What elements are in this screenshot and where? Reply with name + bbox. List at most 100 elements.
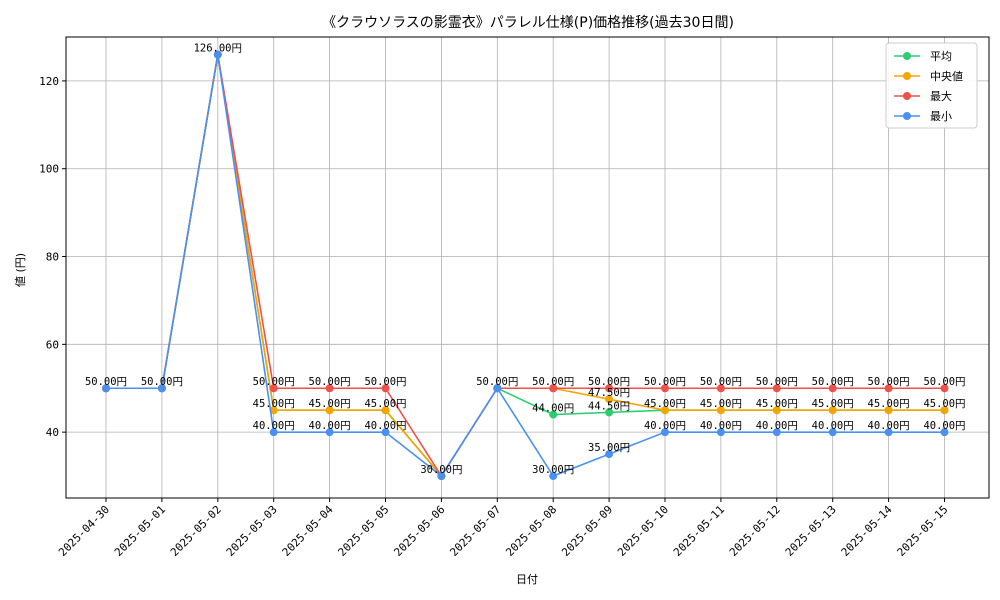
- data-label: 126.00円: [194, 43, 242, 55]
- data-label: 50.00円: [756, 376, 798, 388]
- data-label: 40.00円: [253, 420, 295, 432]
- data-point: [716, 428, 725, 437]
- data-point: [661, 428, 669, 437]
- legend-box: [885, 42, 978, 129]
- data-point: [605, 395, 614, 404]
- series-中央値: [102, 50, 949, 481]
- x-tick-label: 2025-05-06: [391, 503, 447, 559]
- data-point: [772, 406, 781, 415]
- legend-marker: [903, 92, 911, 100]
- data-point: [269, 384, 278, 393]
- data-label: 45.00円: [253, 398, 295, 410]
- data-point: [884, 384, 893, 393]
- data-label: 40.00円: [364, 420, 406, 432]
- plot-area-frame: [65, 36, 990, 499]
- y-tick-label: 60: [46, 338, 59, 351]
- data-label: 50.00円: [141, 376, 183, 388]
- y-axis-label: 値 (円): [14, 253, 27, 287]
- data-label: 40.00円: [644, 420, 686, 432]
- data-point: [940, 384, 949, 393]
- y-tick-label: 40: [46, 426, 59, 439]
- x-axis-ticks: 2025-04-30 2025-05-01 2025-05-02 2025-05-03…: [56, 498, 951, 559]
- data-label: 50.00円: [700, 376, 742, 388]
- data-point: [381, 384, 390, 393]
- data-label: 45.00円: [700, 398, 742, 410]
- data-point: [884, 428, 893, 437]
- data-label: 45.00円: [756, 398, 798, 410]
- data-label: 40.00円: [812, 420, 854, 432]
- data-point: [661, 406, 669, 415]
- data-point: [828, 406, 837, 415]
- data-label: 50.00円: [85, 376, 127, 388]
- data-point: [325, 406, 334, 415]
- data-point: [828, 428, 837, 437]
- data-point: [716, 384, 725, 393]
- x-tick-label: 2025-05-11: [671, 503, 727, 559]
- x-tick-label: 2025-05-14: [839, 503, 895, 559]
- data-label: 44.50円: [588, 400, 630, 412]
- data-label: 35.00円: [588, 442, 630, 454]
- series-line: [106, 54, 945, 478]
- data-point: [772, 384, 781, 393]
- x-tick-label: 2025-05-05: [336, 503, 392, 559]
- legend-marker: [903, 52, 911, 60]
- data-point: [716, 406, 725, 415]
- series-line: [106, 54, 945, 478]
- data-label: 40.00円: [756, 420, 798, 432]
- data-label: 45.00円: [644, 398, 686, 410]
- legend-entry: 最大: [930, 89, 952, 103]
- series-lines: [102, 50, 949, 481]
- data-point: [940, 406, 949, 415]
- x-tick-label: 2025-05-13: [783, 503, 839, 559]
- y-axis-ticks: 40 60 80 100 120: [39, 75, 66, 439]
- data-labels: 50.00円 50.00円 126.00円 50.00円 45.00円 40.00円 50.…: [85, 43, 966, 476]
- x-tick-label: 2025-05-01: [112, 503, 168, 559]
- data-label: 40.00円: [309, 420, 351, 432]
- data-point: [381, 428, 390, 437]
- data-point: [884, 406, 893, 415]
- data-label: 40.00円: [868, 420, 910, 432]
- series-最大: [102, 50, 949, 481]
- data-point: [102, 384, 110, 393]
- data-label: 50.00円: [644, 376, 686, 388]
- data-point: [325, 428, 334, 437]
- data-point: [325, 384, 334, 393]
- data-label: 50.00円: [588, 376, 630, 388]
- data-point: [549, 384, 558, 393]
- data-point: [157, 384, 166, 393]
- data-label: 50.00円: [923, 376, 965, 388]
- data-label: 30.00円: [420, 464, 462, 476]
- data-label: 50.00円: [476, 376, 518, 388]
- data-label: 50.00円: [812, 376, 854, 388]
- data-label: 50.00円: [868, 376, 910, 388]
- data-label: 47.50円: [588, 387, 630, 399]
- data-label: 50.00円: [364, 376, 406, 388]
- data-label: 45.00円: [868, 398, 910, 410]
- data-label: 45.00円: [812, 398, 854, 410]
- data-point: [772, 428, 781, 437]
- x-tick-label: 2025-05-08: [503, 503, 559, 559]
- legend-marker: [903, 112, 911, 120]
- data-label: 40.00円: [700, 420, 742, 432]
- data-label: 30.00円: [532, 464, 574, 476]
- data-point: [549, 410, 558, 419]
- x-tick-label: 2025-05-09: [559, 503, 615, 559]
- data-label: 40.00円: [923, 420, 965, 432]
- grid: [66, 37, 989, 498]
- data-point: [661, 384, 669, 393]
- x-tick-label: 2025-05-10: [615, 503, 671, 559]
- data-point: [381, 406, 390, 415]
- legend-marker: [903, 72, 911, 80]
- data-point: [493, 384, 502, 393]
- y-tick-label: 80: [46, 251, 59, 264]
- legend-entry: 最小: [930, 110, 952, 123]
- series-平均: [102, 50, 949, 481]
- series-最小: [102, 50, 949, 481]
- x-tick-label: 2025-05-15: [895, 503, 951, 559]
- data-point: [605, 408, 614, 417]
- data-label: 50.00円: [532, 376, 574, 388]
- chart-title: 《クラウソラスの影霊衣》パラレル仕様(P)価格推移(過去30日間): [322, 15, 734, 31]
- series-line: [106, 54, 945, 478]
- x-tick-label: 2025-05-02: [168, 503, 224, 559]
- data-label: 50.00円: [309, 376, 351, 388]
